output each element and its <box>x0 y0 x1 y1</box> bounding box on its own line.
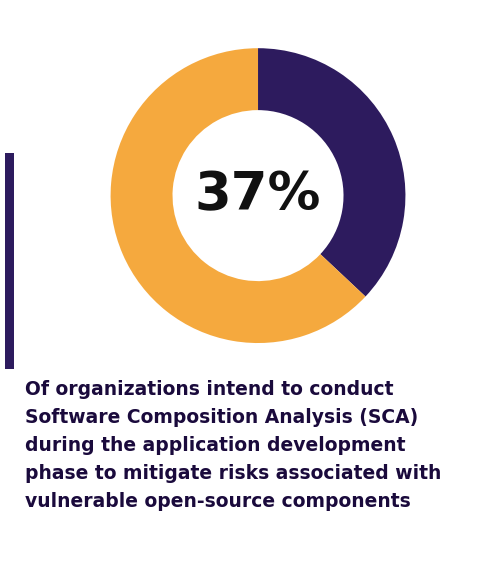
Text: Of organizations intend to conduct
Software Composition Analysis (SCA)
during th: Of organizations intend to conduct Softw… <box>25 380 441 511</box>
Text: 37%: 37% <box>195 170 321 222</box>
Wedge shape <box>258 48 405 297</box>
Wedge shape <box>111 48 366 343</box>
